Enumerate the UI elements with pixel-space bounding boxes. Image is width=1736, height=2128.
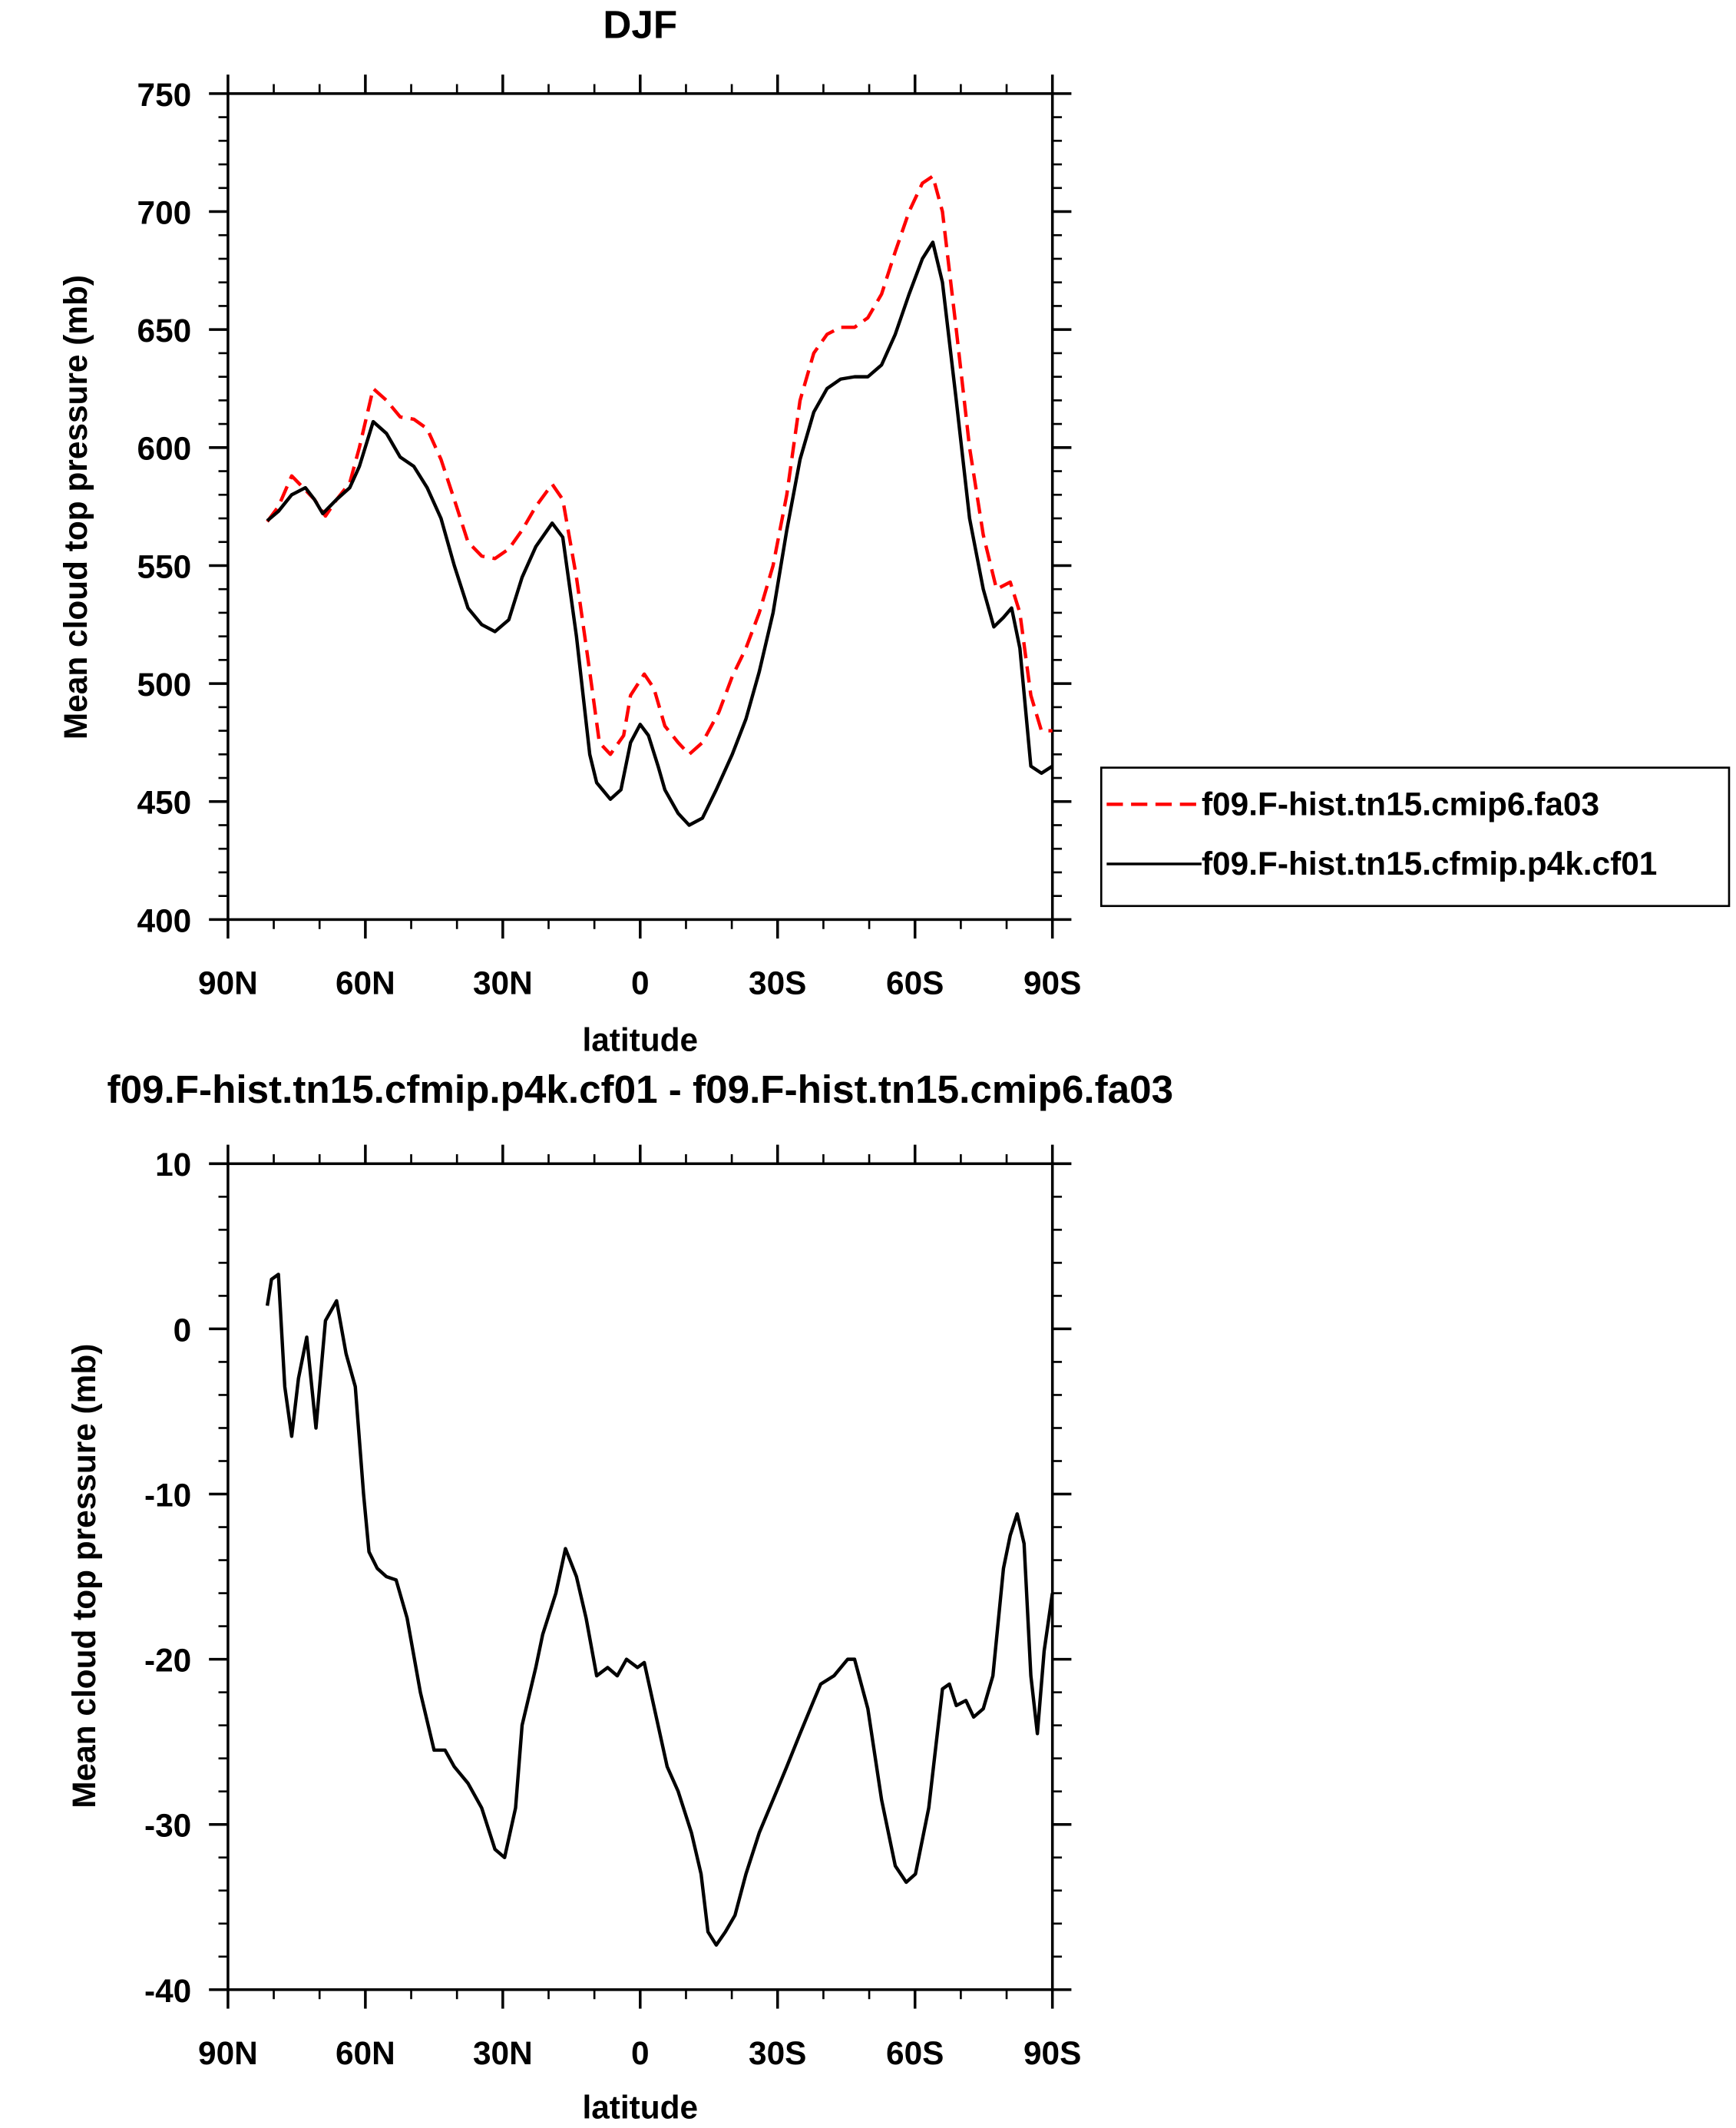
x-tick-label: 60S: [886, 2035, 944, 2071]
y-tick-label: 700: [137, 194, 192, 230]
x-tick-label: 90N: [198, 965, 258, 1001]
x-tick-label: 90S: [1023, 2035, 1081, 2071]
x-tick-label: 90S: [1023, 965, 1081, 1001]
bottom-panel: f09.F-hist.tn15.cfmip.p4k.cf01 - f09.F-h…: [66, 1067, 1173, 2126]
y-tick-label: 400: [137, 902, 192, 938]
top-y-label: Mean cloud top pressure (mb): [58, 275, 94, 740]
y-tick-label: -40: [144, 1973, 191, 2009]
x-tick-label: 0: [631, 965, 650, 1001]
legend: f09.F-hist.tn15.cmip6.fa03 f09.F-hist.tn…: [1099, 766, 1731, 908]
y-tick-label: -30: [144, 1808, 191, 1844]
y-tick-label: -20: [144, 1643, 191, 1679]
y-tick-label: 10: [155, 1147, 191, 1183]
plot-frame: [227, 92, 1054, 922]
y-tick-label: 0: [174, 1312, 192, 1348]
legend-label-cmip6: f09.F-hist.tn15.cmip6.fa03: [1202, 786, 1599, 822]
series-line-0: [266, 174, 1053, 756]
y-tick-label: 600: [137, 431, 192, 467]
bottom-x-label: latitude: [582, 2090, 698, 2126]
top-x-label: latitude: [582, 1022, 698, 1058]
x-tick-label: 90N: [198, 2035, 258, 2071]
x-tick-label: 30S: [749, 965, 806, 1001]
y-tick-label: 450: [137, 785, 192, 821]
top-title: DJF: [603, 2, 677, 46]
y-tick-label: 650: [137, 313, 192, 349]
x-tick-label: 30N: [473, 2035, 533, 2071]
x-tick-label: 30N: [473, 965, 533, 1001]
legend-label-p4k: f09.F-hist.tn15.cfmip.p4k.cf01: [1202, 846, 1657, 882]
y-tick-label: 500: [137, 667, 192, 703]
y-tick-label: 750: [137, 77, 192, 113]
bottom-y-label: Mean cloud top pressure (mb): [66, 1344, 102, 1809]
legend-box: [1099, 766, 1731, 908]
x-tick-label: 60N: [336, 965, 395, 1001]
x-tick-label: 60S: [886, 965, 944, 1001]
plot-frame: [227, 1162, 1054, 1991]
x-tick-label: 30S: [749, 2035, 806, 2071]
y-tick-label: 550: [137, 548, 192, 584]
top-panel: DJF latitude Mean cloud top pressure (mb…: [58, 2, 1731, 1058]
x-tick-label: 60N: [336, 2035, 395, 2071]
x-tick-label: 0: [631, 2035, 650, 2071]
y-tick-label: -10: [144, 1477, 191, 1513]
bottom-title: f09.F-hist.tn15.cfmip.p4k.cf01 - f09.F-h…: [107, 1067, 1174, 1111]
series-line-0: [265, 1272, 1054, 1947]
series-line-1: [266, 240, 1053, 827]
